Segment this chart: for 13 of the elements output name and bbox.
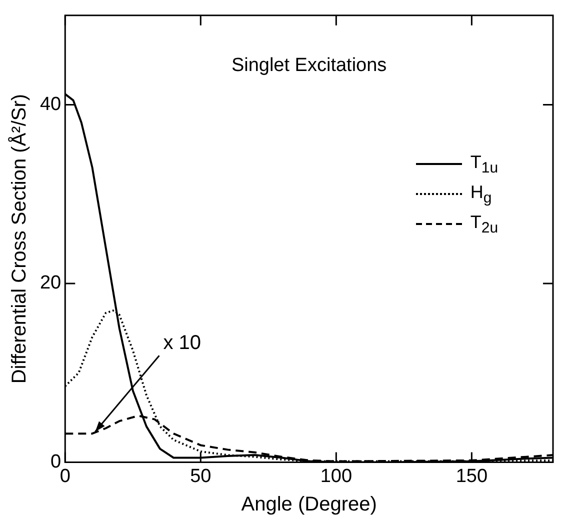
legend-label: H$_{g}$ [470,182,492,207]
y-tick-label: 20 [40,272,62,294]
y-tick-label: 0 [50,451,62,472]
x-axis-title: Angle (Degree) [241,494,377,516]
legend-label: T$_{1u}$ [470,152,498,177]
y-axis-title: Differential Cross Section (Å²/Sr) [8,94,31,384]
y-tick-label: 40 [40,94,62,115]
legend-label: T$_{2u}$ [470,212,498,237]
annotation: x 10 [163,332,202,354]
x-tick-label: 100 [320,466,352,487]
x-tick-label: 50 [190,466,212,487]
text: Singlet Excitations [231,55,387,78]
x-tick-label: 150 [456,466,488,487]
